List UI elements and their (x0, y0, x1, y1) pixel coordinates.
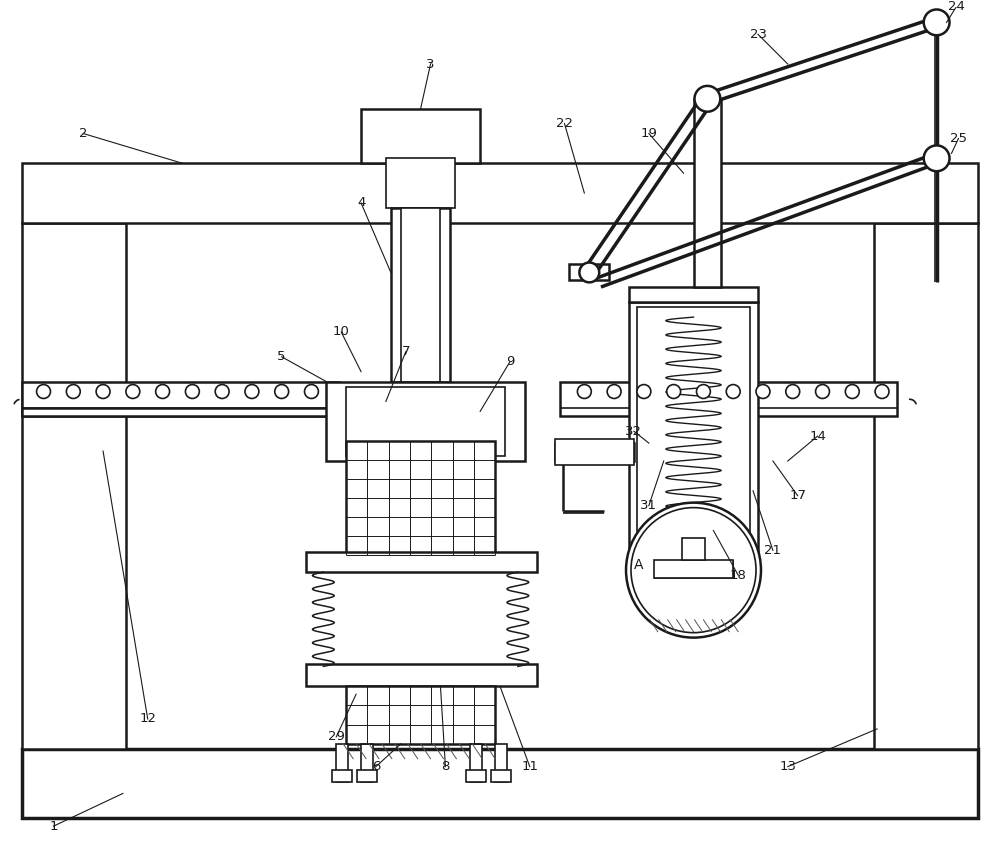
Bar (22, 749, 978, 818)
Circle shape (245, 385, 259, 399)
Bar (555, 439, 634, 465)
Text: 5: 5 (277, 350, 286, 363)
Bar (22, 223, 126, 749)
Circle shape (275, 385, 289, 399)
Bar (470, 744, 482, 782)
Circle shape (667, 385, 681, 399)
Circle shape (786, 385, 800, 399)
Bar (560, 382, 897, 416)
Circle shape (637, 385, 651, 399)
Text: 25: 25 (950, 132, 967, 145)
Circle shape (577, 385, 591, 399)
Text: 22: 22 (556, 117, 573, 130)
Bar (569, 264, 609, 281)
Circle shape (626, 503, 761, 638)
Bar (495, 744, 507, 782)
Bar (306, 665, 537, 686)
Text: 29: 29 (328, 730, 345, 744)
Bar (555, 444, 634, 461)
Bar (357, 770, 377, 782)
Text: 31: 31 (640, 499, 657, 512)
Text: 7: 7 (401, 345, 410, 359)
Circle shape (579, 263, 599, 282)
Text: 17: 17 (789, 489, 806, 502)
Bar (629, 302, 758, 561)
Text: 6: 6 (372, 760, 380, 773)
Text: 9: 9 (506, 355, 514, 368)
Circle shape (66, 385, 80, 399)
Text: 19: 19 (640, 127, 657, 140)
Text: 18: 18 (730, 569, 747, 582)
Bar (326, 382, 525, 461)
Bar (682, 538, 705, 561)
Text: 24: 24 (948, 0, 965, 13)
Text: 4: 4 (357, 197, 365, 209)
Text: 21: 21 (764, 544, 781, 557)
Circle shape (607, 385, 621, 399)
Bar (637, 307, 750, 555)
Circle shape (305, 385, 318, 399)
Bar (629, 287, 758, 302)
Bar (874, 223, 978, 749)
Circle shape (156, 385, 170, 399)
Circle shape (96, 385, 110, 399)
Bar (22, 382, 339, 416)
Circle shape (215, 385, 229, 399)
Text: 2: 2 (79, 127, 87, 140)
Bar (694, 98, 721, 287)
Bar (306, 552, 537, 572)
Circle shape (845, 385, 859, 399)
Text: 1: 1 (49, 820, 58, 833)
Circle shape (726, 385, 740, 399)
Circle shape (126, 385, 140, 399)
Text: 8: 8 (441, 760, 450, 773)
Bar (361, 109, 480, 164)
Circle shape (875, 385, 889, 399)
Circle shape (631, 508, 756, 633)
Text: 14: 14 (809, 430, 826, 443)
Circle shape (185, 385, 199, 399)
Circle shape (756, 385, 770, 399)
Bar (654, 561, 733, 578)
Text: 32: 32 (625, 425, 642, 438)
Bar (346, 686, 495, 744)
Bar (466, 770, 486, 782)
Bar (332, 770, 352, 782)
Bar (361, 744, 373, 782)
Circle shape (924, 9, 950, 36)
Text: 10: 10 (333, 326, 350, 338)
Bar (336, 744, 348, 782)
Bar (346, 441, 495, 555)
Circle shape (694, 86, 720, 112)
Bar (391, 208, 450, 382)
Text: 11: 11 (521, 760, 538, 773)
Text: 23: 23 (750, 28, 767, 41)
Circle shape (696, 385, 710, 399)
Bar (22, 164, 978, 223)
Text: 12: 12 (139, 712, 156, 726)
Text: 3: 3 (426, 58, 435, 70)
Bar (386, 159, 455, 208)
Circle shape (816, 385, 829, 399)
Bar (491, 770, 511, 782)
Text: A: A (634, 558, 644, 572)
Bar (346, 387, 505, 456)
Text: 13: 13 (779, 760, 796, 773)
Bar (22, 409, 339, 416)
Circle shape (924, 145, 950, 171)
Bar (401, 208, 440, 382)
Circle shape (37, 385, 50, 399)
